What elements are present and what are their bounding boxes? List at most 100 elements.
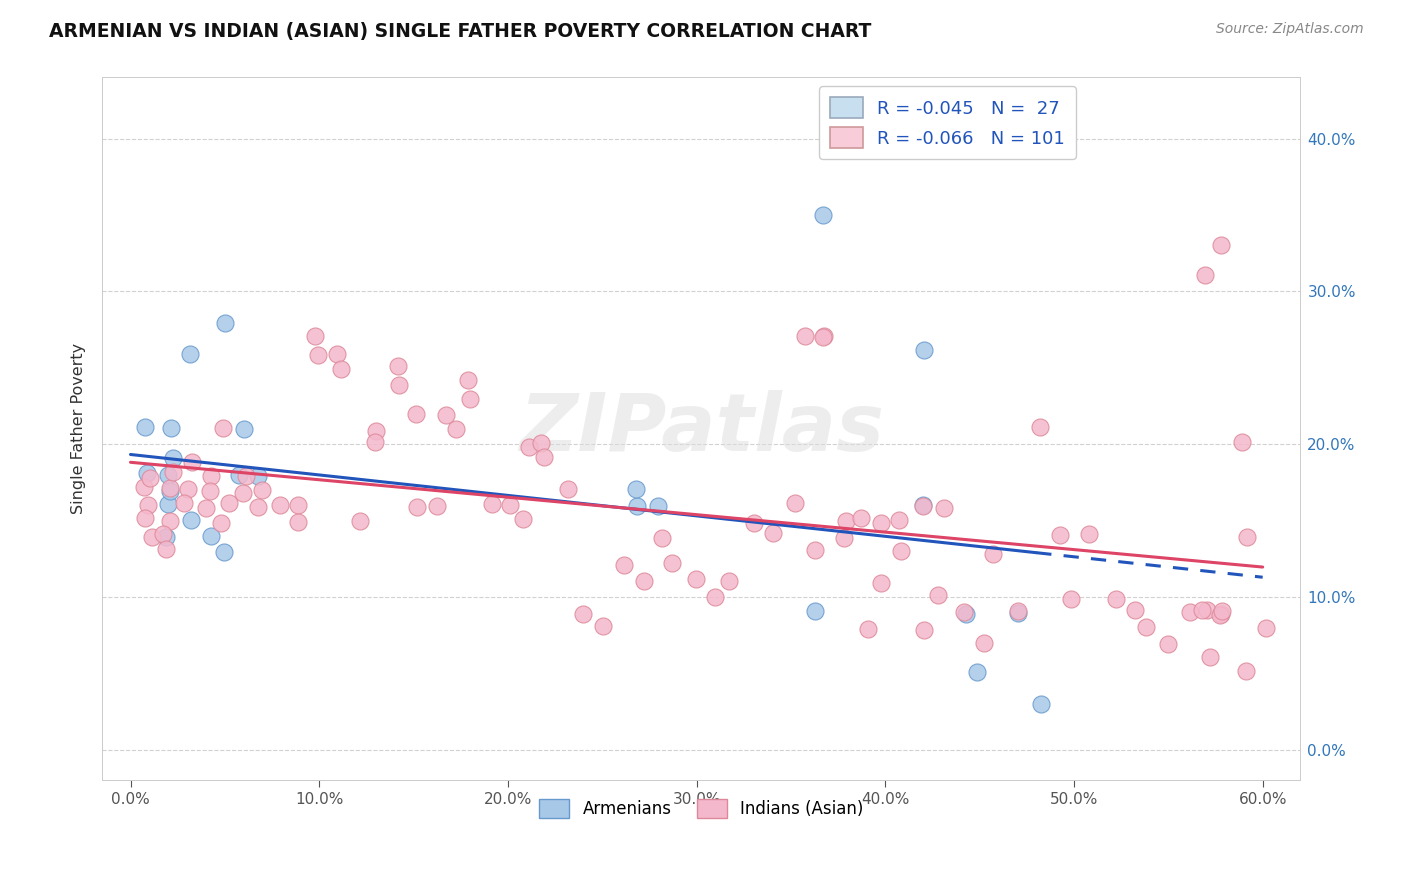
Point	[647, 499, 669, 513]
Point	[613, 558, 636, 573]
Point	[232, 485, 254, 500]
Point	[762, 525, 785, 540]
Point	[200, 529, 222, 543]
Point	[211, 421, 233, 435]
Point	[1178, 605, 1201, 619]
Point	[198, 484, 221, 499]
Point	[912, 498, 935, 512]
Point	[1230, 434, 1253, 449]
Point	[179, 347, 201, 361]
Point	[517, 440, 540, 454]
Point	[704, 591, 727, 605]
Point	[232, 422, 254, 436]
Point	[349, 514, 371, 528]
Point	[132, 480, 155, 494]
Point	[180, 513, 202, 527]
Point	[159, 484, 181, 499]
Point	[307, 347, 329, 361]
Point	[457, 374, 479, 388]
Point	[661, 557, 683, 571]
Text: ARMENIAN VS INDIAN (ASIAN) SINGLE FATHER POVERTY CORRELATION CHART: ARMENIAN VS INDIAN (ASIAN) SINGLE FATHER…	[49, 22, 872, 41]
Point	[981, 547, 1004, 561]
Point	[1007, 606, 1029, 620]
Point	[793, 328, 815, 343]
Point	[1195, 603, 1218, 617]
Point	[533, 450, 555, 464]
Point	[966, 665, 988, 679]
Point	[912, 623, 935, 637]
Point	[141, 530, 163, 544]
Point	[287, 515, 309, 529]
Point	[405, 408, 427, 422]
Text: ZIPatlas: ZIPatlas	[519, 390, 884, 468]
Point	[742, 516, 765, 531]
Point	[364, 434, 387, 449]
Point	[858, 622, 880, 636]
Point	[162, 451, 184, 466]
Point	[162, 465, 184, 479]
Point	[156, 467, 179, 482]
Point	[1105, 592, 1128, 607]
Point	[481, 497, 503, 511]
Point	[177, 483, 200, 497]
Point	[626, 499, 648, 513]
Point	[135, 466, 157, 480]
Point	[953, 606, 976, 620]
Legend: Armenians, Indians (Asian): Armenians, Indians (Asian)	[533, 792, 870, 825]
Point	[173, 496, 195, 510]
Point	[804, 543, 827, 558]
Point	[870, 516, 893, 531]
Point	[1078, 527, 1101, 541]
Point	[235, 468, 257, 483]
Point	[1211, 604, 1233, 618]
Text: Source: ZipAtlas.com: Source: ZipAtlas.com	[1216, 22, 1364, 37]
Point	[803, 604, 825, 618]
Point	[155, 530, 177, 544]
Point	[633, 574, 655, 588]
Point	[557, 483, 579, 497]
Point	[811, 330, 834, 344]
Point	[912, 343, 935, 357]
Point	[1060, 591, 1083, 606]
Point	[834, 531, 856, 545]
Point	[269, 498, 291, 512]
Point	[783, 496, 806, 510]
Point	[1234, 664, 1257, 678]
Point	[387, 359, 409, 373]
Point	[1028, 420, 1050, 434]
Point	[228, 468, 250, 483]
Point	[571, 607, 593, 621]
Point	[212, 545, 235, 559]
Point	[247, 500, 270, 515]
Point	[1211, 607, 1233, 621]
Point	[1123, 603, 1146, 617]
Point	[155, 541, 177, 556]
Point	[160, 421, 183, 435]
Point	[813, 328, 835, 343]
Point	[134, 510, 156, 524]
Point	[718, 574, 741, 588]
Point	[218, 496, 240, 510]
Point	[159, 481, 181, 495]
Point	[851, 511, 873, 525]
Point	[1029, 698, 1052, 712]
Point	[209, 516, 232, 531]
Point	[499, 498, 522, 512]
Point	[932, 501, 955, 516]
Point	[152, 527, 174, 541]
Point	[138, 498, 160, 512]
Point	[364, 424, 387, 438]
Point	[181, 455, 204, 469]
Point	[326, 347, 349, 361]
Point	[1049, 528, 1071, 542]
Point	[194, 500, 217, 515]
Point	[157, 497, 180, 511]
Point	[624, 482, 647, 496]
Point	[1191, 603, 1213, 617]
Point	[651, 531, 673, 545]
Point	[434, 408, 457, 422]
Point	[134, 420, 156, 434]
Point	[214, 316, 236, 330]
Point	[890, 543, 912, 558]
Point	[887, 513, 910, 527]
